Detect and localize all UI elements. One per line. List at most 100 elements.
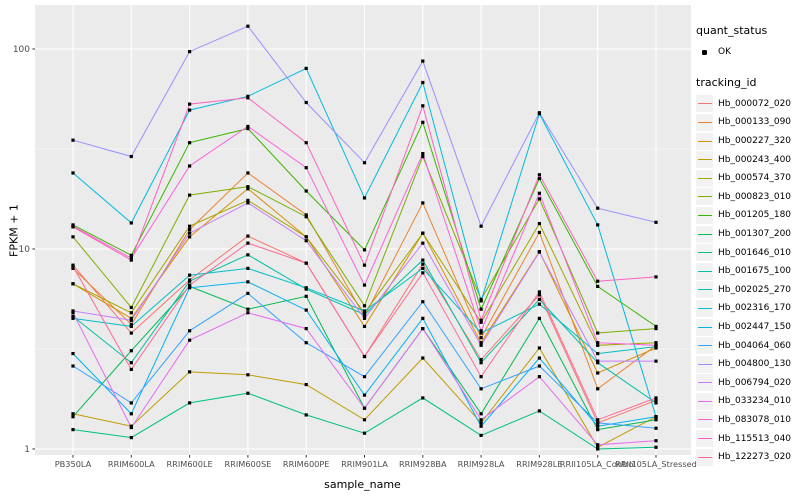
data-point xyxy=(362,196,367,200)
legend-item-Hb_001307_200[interactable]: Hb_001307_200 xyxy=(696,225,798,244)
legend-item-Hb_000227_320[interactable]: Hb_000227_320 xyxy=(696,132,798,151)
data-point xyxy=(362,248,367,252)
data-point xyxy=(246,198,250,202)
legend-item-label: Hb_033234_010 xyxy=(718,396,792,407)
data-point xyxy=(71,311,75,315)
data-point xyxy=(596,279,600,283)
legend-item-label: Hb_000823_010 xyxy=(718,191,792,202)
data-point xyxy=(479,343,483,347)
data-point xyxy=(129,425,133,430)
legend-item-Hb_002025_270[interactable]: Hb_002025_270 xyxy=(696,281,798,300)
data-point xyxy=(71,171,75,175)
data-point xyxy=(479,331,483,335)
data-point xyxy=(188,50,192,54)
panel-background xyxy=(35,5,691,455)
legend-item-Hb_122273_020[interactable]: Hb_122273_020 xyxy=(696,448,798,467)
legend-item-label: Hb_004800_130 xyxy=(718,359,792,370)
legend-item-Hb_002447_150[interactable]: Hb_002447_150 xyxy=(696,318,798,337)
legend-item-Hb_001675_100[interactable]: Hb_001675_100 xyxy=(696,262,798,281)
x-tick-label: RRIM600SE xyxy=(224,459,271,469)
data-point xyxy=(71,264,75,268)
legend-item-Hb_115513_040[interactable]: Hb_115513_040 xyxy=(696,429,798,448)
data-point xyxy=(246,124,250,129)
data-point xyxy=(479,336,483,340)
legend-item-Hb_002316_170[interactable]: Hb_002316_170 xyxy=(696,299,798,318)
legend-item-Hb_083078_010[interactable]: Hb_083078_010 xyxy=(696,411,798,430)
data-point xyxy=(421,300,425,304)
data-point xyxy=(421,151,425,156)
data-point xyxy=(188,338,192,342)
y-axis-title: FPKM + 1 xyxy=(7,204,21,257)
legend-item-ok[interactable]: OK xyxy=(696,43,798,62)
legend-item-Hb_000072_020[interactable]: Hb_000072_020 xyxy=(696,95,798,114)
data-point xyxy=(71,351,75,356)
legend-item-Hb_033234_010[interactable]: Hb_033234_010 xyxy=(696,392,798,411)
legend-key-line-icon xyxy=(696,448,713,466)
legend-item-Hb_004800_130[interactable]: Hb_004800_130 xyxy=(696,355,798,374)
x-tick-label: RRIM600LE xyxy=(166,459,212,469)
legend-item-Hb_006794_020[interactable]: Hb_006794_020 xyxy=(696,374,798,393)
legend-key-line-icon xyxy=(696,392,713,410)
data-point xyxy=(654,343,658,347)
x-tick-label: RRII105LA_Stressed xyxy=(615,459,697,469)
x-tick-label: RRIM600LA xyxy=(108,459,155,469)
legend-item-Hb_004064_060[interactable]: Hb_004064_060 xyxy=(696,336,798,355)
data-point xyxy=(304,286,308,290)
data-point xyxy=(71,412,75,416)
legend-item-Hb_000823_010[interactable]: Hb_000823_010 xyxy=(696,188,798,207)
x-tick-label: RRIM600PE xyxy=(283,459,330,469)
data-point xyxy=(596,341,600,345)
data-point xyxy=(479,299,483,303)
legend-key-line-icon xyxy=(696,169,713,187)
data-point xyxy=(537,173,541,177)
data-point xyxy=(596,387,600,391)
data-point xyxy=(479,357,483,362)
legend-item-Hb_001646_010[interactable]: Hb_001646_010 xyxy=(696,243,798,262)
data-point xyxy=(362,316,367,320)
legend-item-Hb_001205_180[interactable]: Hb_001205_180 xyxy=(696,206,798,225)
legend-item-Hb_000574_370[interactable]: Hb_000574_370 xyxy=(696,169,798,188)
data-point xyxy=(188,283,192,287)
data-point xyxy=(537,191,541,195)
data-point xyxy=(129,258,133,262)
data-point xyxy=(362,309,367,313)
data-point xyxy=(537,293,541,297)
y-tick-label: 10 xyxy=(19,245,31,255)
legend-key-line-icon xyxy=(696,411,713,429)
data-point xyxy=(246,373,250,377)
data-point xyxy=(362,311,367,315)
data-point xyxy=(362,283,367,287)
data-point xyxy=(596,443,600,447)
legend-tracking-id-list: Hb_000072_020 Hb_000133_090 Hb_000227_320 H… xyxy=(696,95,798,467)
legend-key-line-icon xyxy=(696,113,713,131)
legend-item-Hb_000133_090[interactable]: Hb_000133_090 xyxy=(696,113,798,132)
data-point xyxy=(479,318,483,322)
data-point xyxy=(479,361,483,365)
legend-key-line-icon xyxy=(696,95,713,113)
legend-key-line-icon xyxy=(696,355,713,373)
legend: quant_status OK tracking_id Hb_000072_02… xyxy=(696,24,798,466)
legend-key-line-icon xyxy=(696,132,713,150)
data-point xyxy=(596,447,600,451)
data-point xyxy=(421,262,425,266)
legend-item-label: Hb_000227_320 xyxy=(718,136,792,147)
data-point xyxy=(71,415,75,419)
data-point xyxy=(654,439,658,443)
data-point xyxy=(304,166,308,170)
data-point xyxy=(188,108,192,112)
legend-title-tracking-id: tracking_id xyxy=(696,75,757,89)
data-point xyxy=(654,401,658,405)
legend-key-line-icon xyxy=(696,262,713,280)
data-point xyxy=(129,221,133,225)
data-point xyxy=(479,387,483,391)
data-point xyxy=(188,279,192,283)
data-point xyxy=(479,341,483,345)
x-tick-label: RRIM928LE xyxy=(516,459,562,469)
legend-item-Hb_000243_400[interactable]: Hb_000243_400 xyxy=(696,150,798,169)
data-point xyxy=(246,126,250,131)
data-point xyxy=(71,225,75,229)
data-point xyxy=(596,331,600,335)
data-point xyxy=(362,375,367,379)
legend-key-line-icon xyxy=(696,225,713,243)
data-point xyxy=(188,228,192,232)
